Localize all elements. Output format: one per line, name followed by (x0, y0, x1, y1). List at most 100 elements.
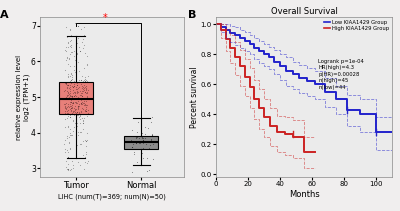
Point (72, 44, 79, 48)
Point (72, 101, 78, 104)
Point (136, 136, 142, 140)
Point (72, 87, 79, 91)
Point (149, 132, 156, 135)
Point (149, 133, 156, 137)
Point (72, 81, 78, 84)
Point (83, 91, 89, 95)
Point (63, 108, 70, 111)
Point (64, 56, 70, 59)
Point (84, 80, 91, 84)
Point (135, 164, 142, 167)
Point (134, 131, 140, 134)
Point (66, 93, 72, 96)
Point (65, 76, 71, 79)
Point (130, 142, 137, 146)
Point (78, 81, 85, 84)
Point (138, 135, 145, 138)
Point (64, 91, 71, 95)
Point (83, 109, 90, 113)
Point (82, 139, 88, 142)
Point (78, 91, 85, 94)
Point (64, 116, 70, 119)
Point (62, 118, 68, 121)
Point (62, 89, 68, 92)
Point (142, 136, 148, 140)
Point (83, 139, 90, 142)
Point (62, 105, 68, 108)
Point (66, 57, 72, 60)
Point (69, 94, 76, 97)
Point (69, 88, 76, 92)
Point (83, 100, 89, 103)
Point (62, 80, 68, 84)
Point (68, 81, 74, 85)
Point (80, 108, 86, 111)
Point (72, 91, 78, 94)
Point (66, 95, 72, 98)
Point (68, 34, 75, 38)
Point (67, 45, 73, 48)
Text: B: B (188, 11, 196, 20)
Point (145, 126, 152, 130)
Point (131, 152, 138, 156)
Point (63, 82, 69, 85)
Point (68, 134, 75, 137)
Point (78, 142, 84, 145)
Point (64, 94, 71, 97)
Point (74, 90, 81, 93)
Point (80, 87, 87, 90)
Point (84, 161, 90, 164)
Point (69, 75, 75, 78)
Point (62, 166, 69, 169)
Point (84, 63, 90, 66)
Point (82, 104, 88, 107)
Point (148, 120, 154, 124)
Point (67, 116, 73, 119)
Point (68, 160, 75, 163)
Point (64, 81, 71, 84)
Point (61, 105, 68, 108)
Point (83, 144, 89, 147)
Point (82, 51, 88, 55)
Point (64, 115, 71, 118)
Point (78, 27, 84, 30)
Point (83, 150, 89, 154)
Point (78, 110, 84, 113)
Point (79, 85, 85, 88)
Point (64, 62, 71, 66)
Point (70, 100, 77, 103)
Point (67, 96, 74, 99)
Point (83, 87, 89, 90)
Point (150, 158, 156, 161)
Point (132, 116, 139, 119)
Point (76, 111, 82, 115)
Point (79, 95, 86, 98)
Point (68, 108, 74, 111)
Point (73, 100, 79, 103)
Point (83, 91, 90, 95)
Point (81, 43, 88, 47)
Point (66, 141, 73, 145)
Point (78, 101, 84, 104)
Point (78, 82, 84, 86)
Point (75, 160, 82, 164)
Point (80, 117, 87, 120)
Point (71, 82, 77, 85)
Point (79, 74, 85, 78)
Point (67, 28, 73, 32)
Point (68, 102, 75, 105)
Point (80, 153, 86, 157)
Point (64, 162, 71, 165)
Point (144, 169, 151, 172)
Point (66, 146, 73, 150)
Point (62, 111, 68, 114)
Point (74, 131, 81, 134)
Point (69, 105, 75, 108)
Point (147, 143, 153, 146)
Point (68, 38, 74, 42)
PathPatch shape (124, 136, 158, 149)
Point (68, 167, 74, 170)
Point (62, 81, 69, 84)
Point (72, 59, 78, 62)
Point (78, 94, 85, 97)
